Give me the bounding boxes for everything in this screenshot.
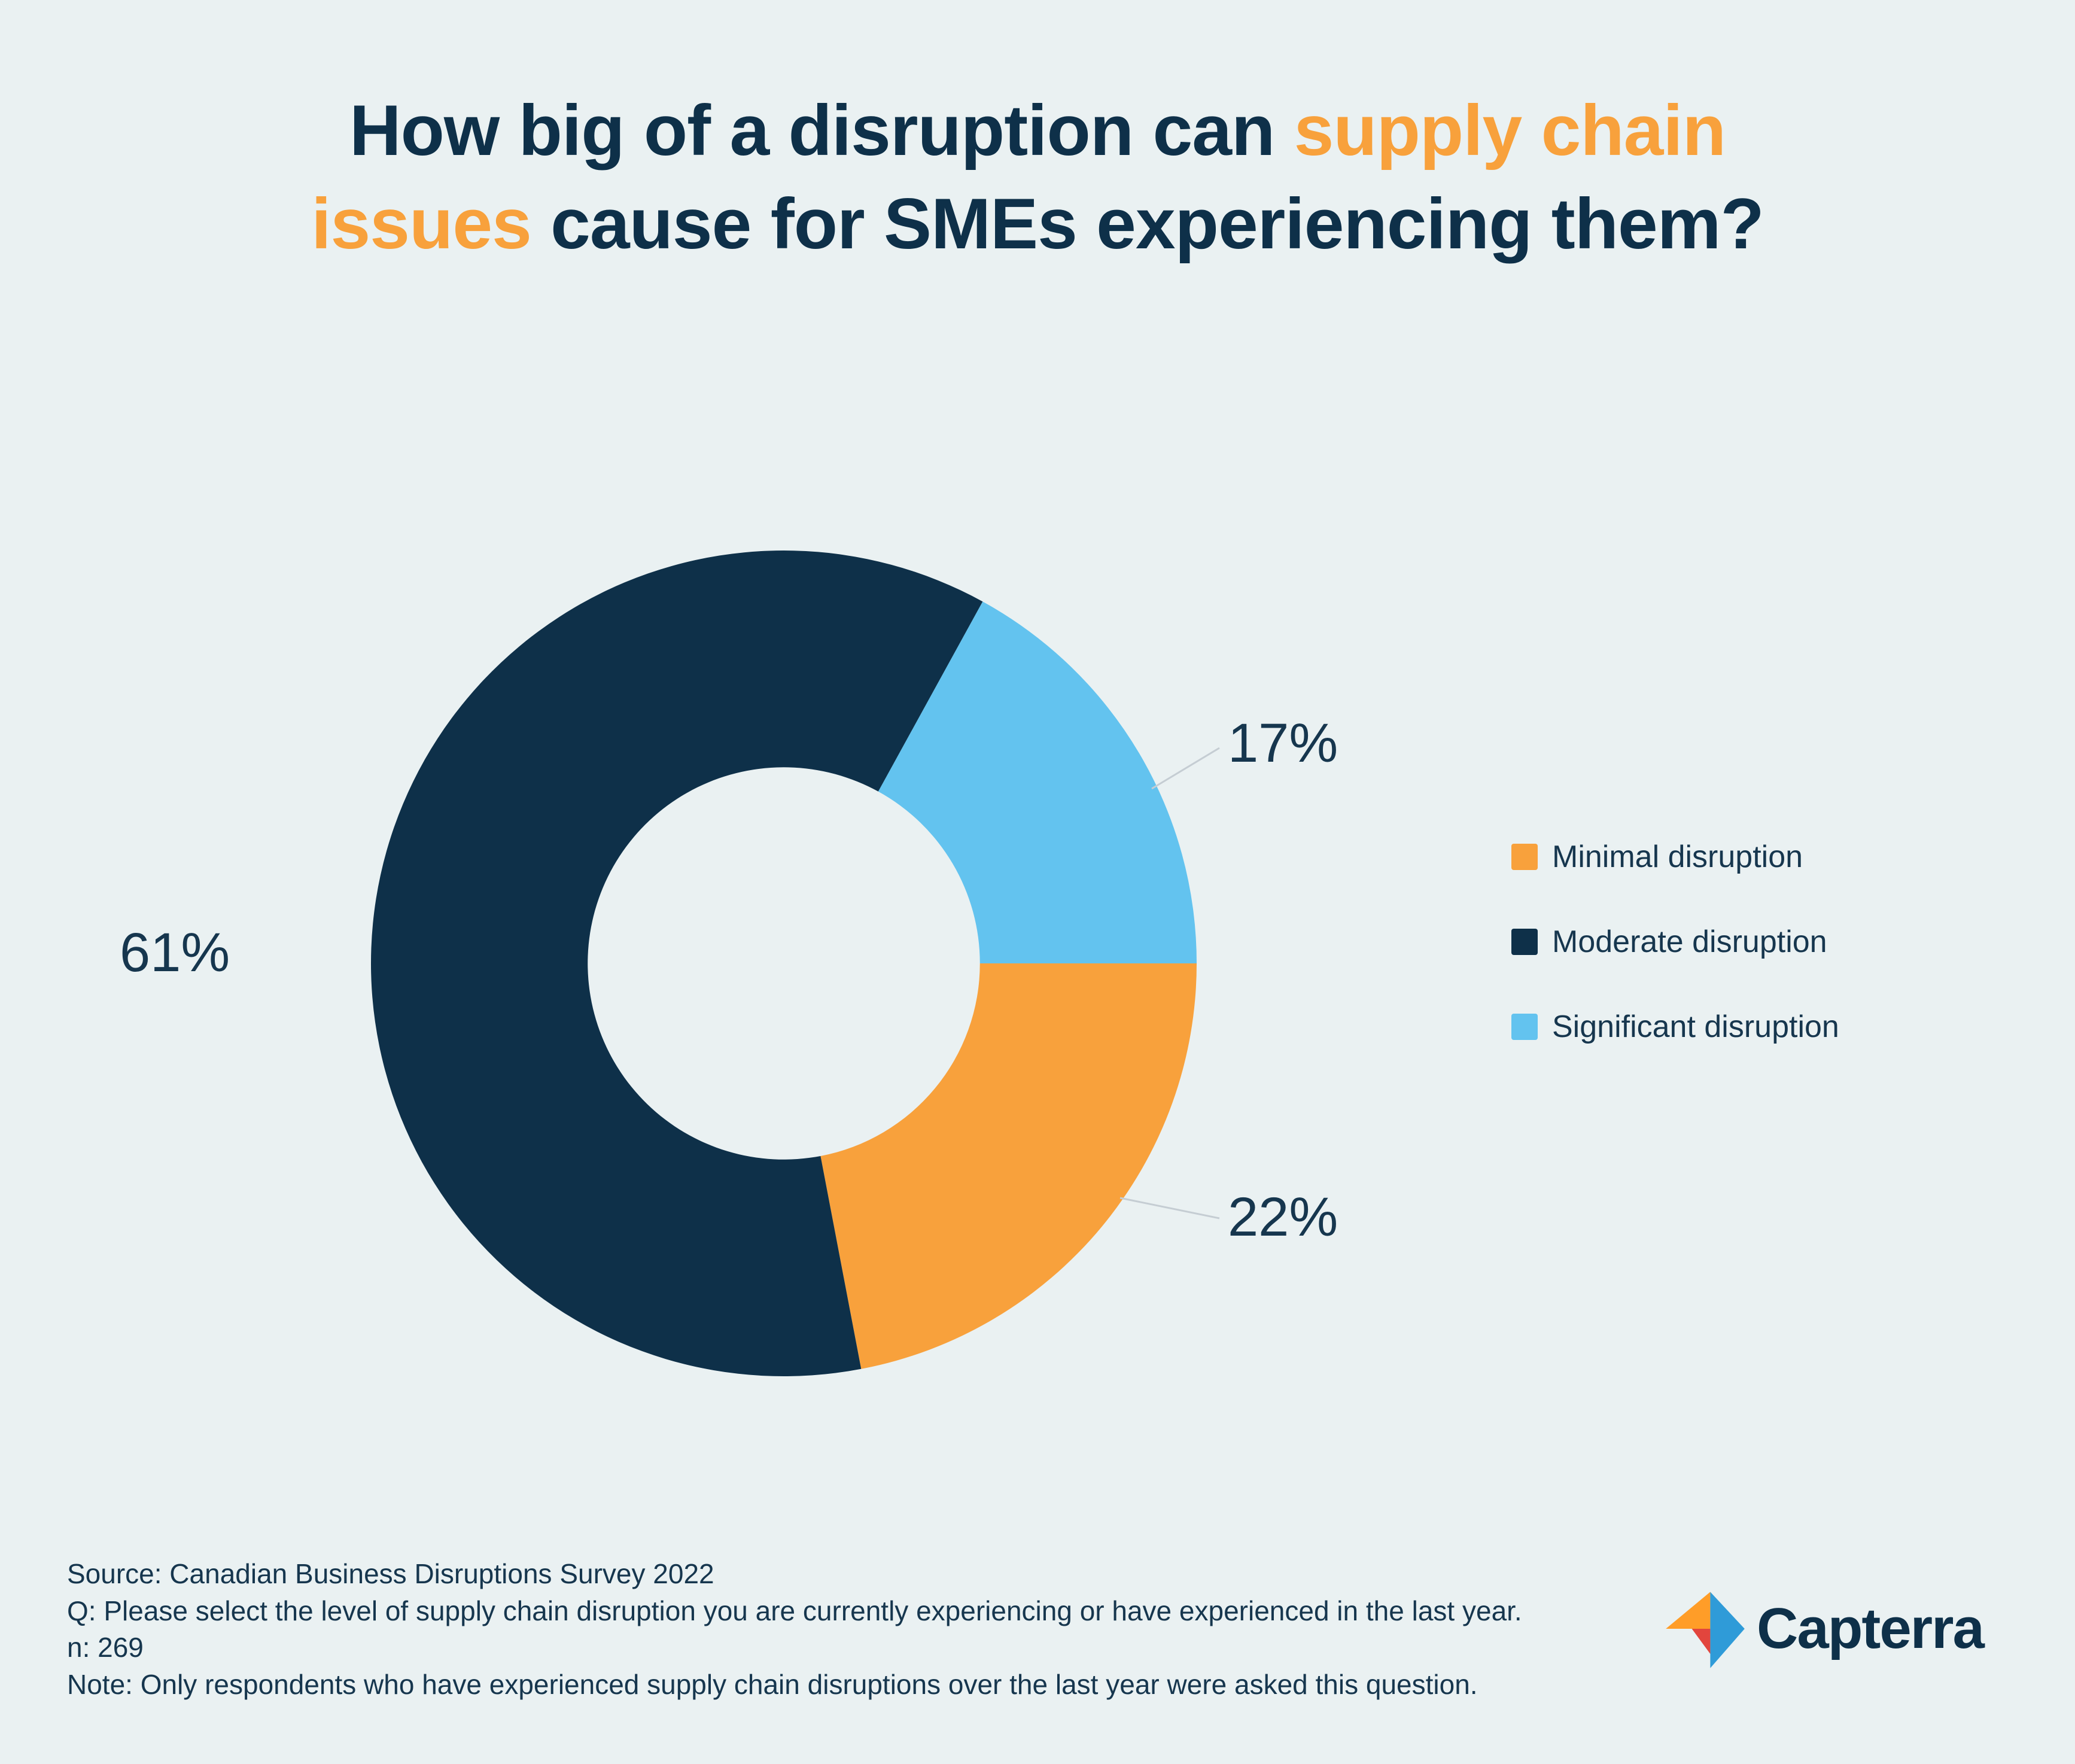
label-significant-pct: 17% (1228, 713, 1338, 774)
title-highlight: issues (311, 184, 532, 264)
leader-line (1119, 1197, 1220, 1219)
title-text: How big of a disruption can (349, 90, 1294, 171)
legend: Minimal disruption Moderate disruption S… (1511, 839, 1839, 1094)
title-highlight: supply chain (1294, 90, 1726, 171)
legend-swatch-minimal (1511, 844, 1538, 870)
legend-item-minimal: Minimal disruption (1511, 839, 1839, 875)
capterra-logo: Capterra (1663, 1587, 1985, 1671)
n-line: n: 269 (67, 1632, 144, 1663)
label-moderate-pct: 61% (120, 922, 230, 983)
footnotes: Source: Canadian Business Disruptions Su… (67, 1556, 1647, 1704)
title-line-2: issues cause for SMEs experiencing them? (0, 177, 2075, 270)
donut-segment-minimal-disruption (820, 963, 1197, 1369)
legend-swatch-moderate (1511, 929, 1538, 955)
legend-label-minimal: Minimal disruption (1552, 840, 1803, 874)
legend-label-significant: Significant disruption (1552, 1009, 1839, 1044)
leader-line (1151, 747, 1220, 790)
legend-label-moderate: Moderate disruption (1552, 924, 1827, 959)
capterra-logomark-icon (1666, 1592, 1745, 1668)
title-text: cause for SMEs experiencing them? (531, 184, 1764, 264)
donut-segment-moderate-disruption (371, 551, 983, 1376)
page-title: How big of a disruption can supply chain… (0, 84, 2075, 270)
question-line: Q: Please select the level of supply cha… (67, 1595, 1522, 1626)
legend-item-significant: Significant disruption (1511, 1009, 1839, 1045)
legend-item-moderate: Moderate disruption (1511, 924, 1839, 960)
source-line: Source: Canadian Business Disruptions Su… (67, 1558, 714, 1589)
capterra-wordmark: Capterra (1757, 1596, 1985, 1660)
label-minimal-pct: 22% (1228, 1187, 1338, 1248)
note-line: Note: Only respondents who have experien… (67, 1668, 1478, 1700)
legend-swatch-significant (1511, 1014, 1538, 1040)
donut-segment-significant-disruption (878, 601, 1197, 963)
title-line-1: How big of a disruption can supply chain (0, 84, 2075, 177)
